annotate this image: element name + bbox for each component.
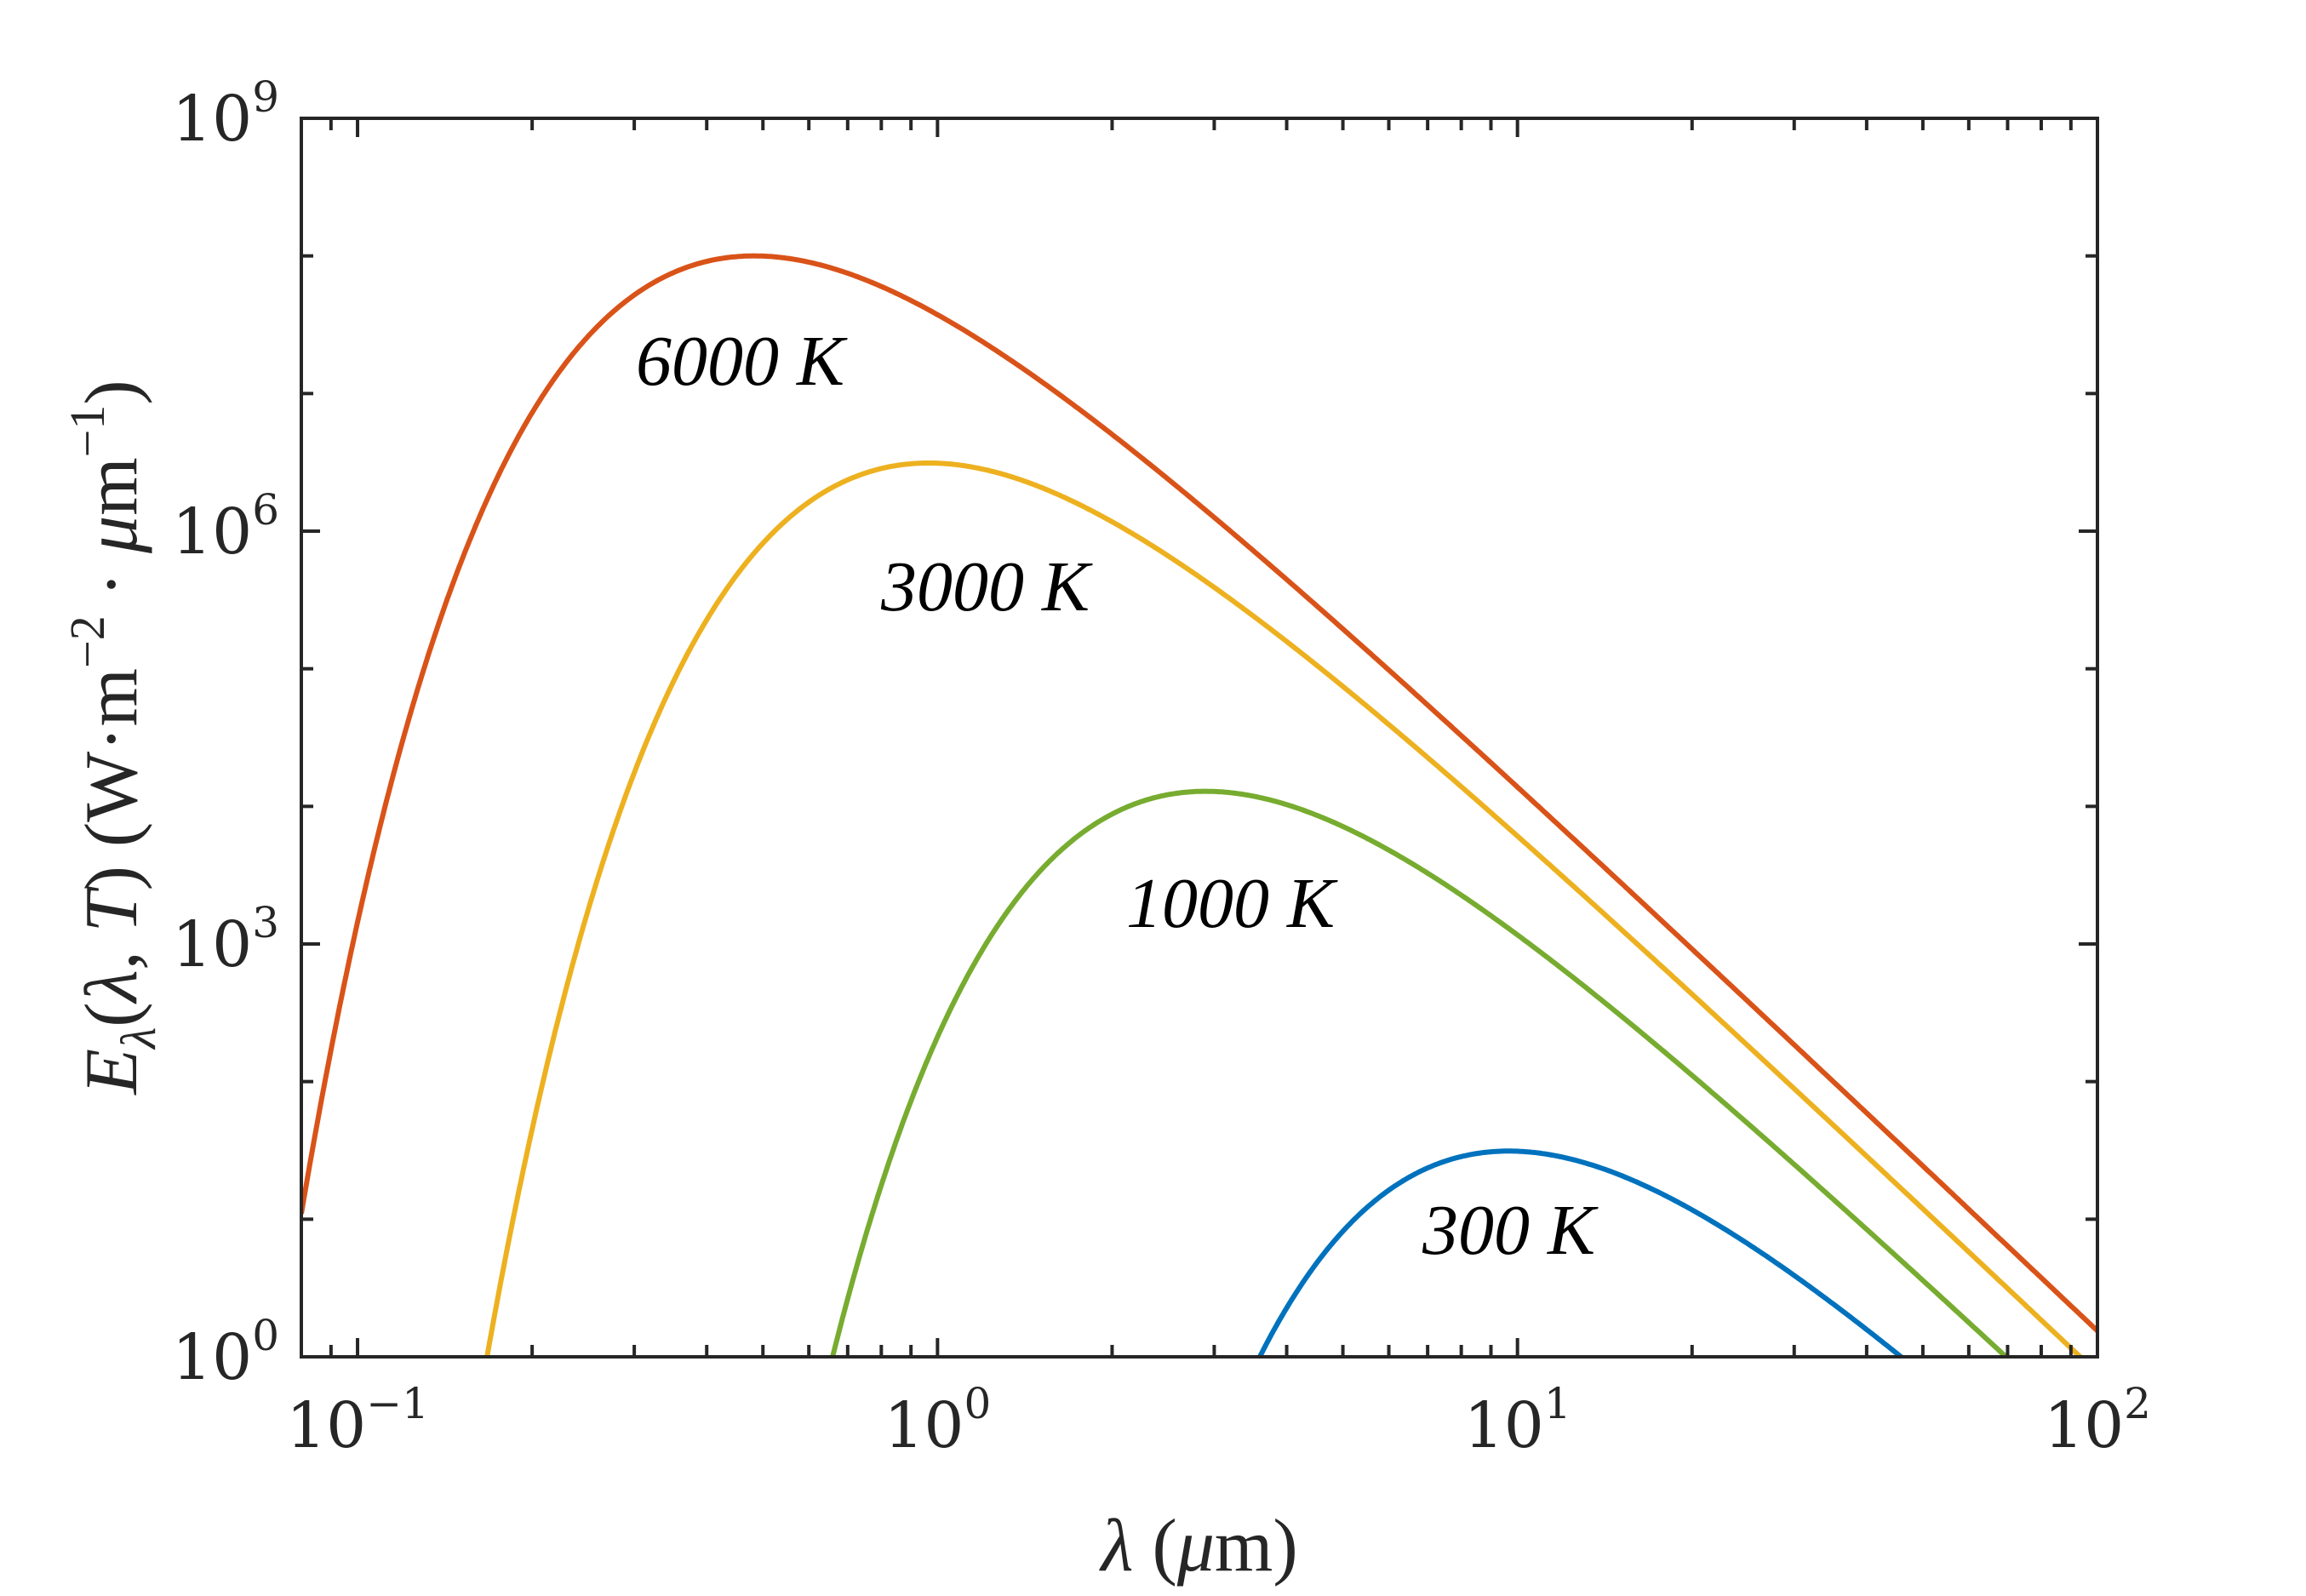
- curve-label-300k: 300 K: [1422, 1191, 1599, 1270]
- x-tick-label: 102: [2044, 1379, 2151, 1462]
- curve-label-1000k: 1000 K: [1126, 864, 1338, 943]
- x-tick-label: 100: [884, 1379, 991, 1462]
- curve-label-3000k: 3000 K: [880, 547, 1093, 626]
- y-tick-label: 100: [172, 1311, 279, 1394]
- y-tick-labels: 100 103 106 109: [172, 72, 279, 1394]
- plot-frame: [300, 117, 2099, 1359]
- curve-1000k: [830, 788, 2010, 1357]
- y-axis-label: Eλ(λ, T) (W·m−2 · μm−1): [60, 380, 166, 1095]
- x-axis-label: λ (μm): [1098, 1505, 1297, 1587]
- y-tick-label: 109: [172, 72, 279, 156]
- curve-6000k: [301, 253, 2097, 1333]
- curves: [301, 253, 2097, 1357]
- curve-3000k: [484, 460, 2085, 1357]
- x-tick-label: 101: [1464, 1379, 1571, 1462]
- curve-label-6000k: 6000 K: [636, 322, 848, 401]
- x-tick-labels: 10−1 100 101 102: [286, 1379, 2151, 1462]
- axis-ticks: [300, 117, 2099, 1359]
- y-tick-label: 106: [172, 485, 279, 569]
- curve-300k: [1256, 1148, 1906, 1357]
- x-tick-label: 10−1: [286, 1379, 429, 1462]
- y-tick-label: 103: [172, 898, 279, 981]
